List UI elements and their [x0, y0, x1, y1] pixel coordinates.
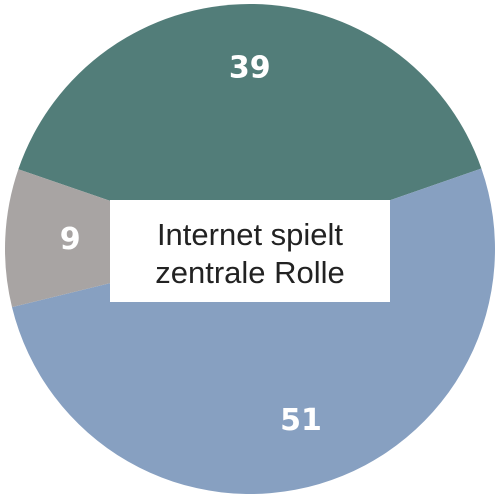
pie-slice: [18, 3, 482, 250]
value-label: 39: [229, 51, 271, 86]
title-box: [110, 200, 390, 302]
chart-title: zentrale Rolle: [155, 255, 345, 290]
value-label: 51: [280, 403, 322, 438]
value-label: 9: [60, 222, 81, 257]
chart-title: Internet spielt: [157, 217, 343, 252]
